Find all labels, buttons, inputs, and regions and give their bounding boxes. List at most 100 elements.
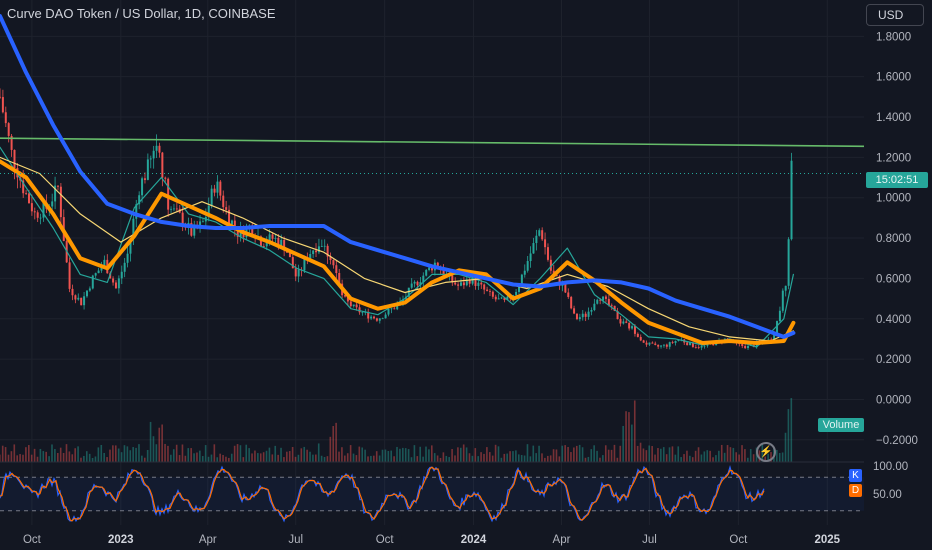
volume-bar bbox=[549, 455, 552, 462]
candle-body bbox=[781, 290, 784, 311]
volume-bar bbox=[596, 450, 598, 462]
volume-bar bbox=[610, 449, 613, 462]
candle-body bbox=[172, 208, 175, 210]
volume-bar bbox=[283, 457, 285, 462]
volume-bar bbox=[373, 455, 375, 462]
volume-bar bbox=[114, 445, 117, 462]
candle-body bbox=[677, 339, 680, 341]
volume-bar bbox=[561, 445, 564, 462]
volume-bar bbox=[245, 444, 248, 462]
volume-bar bbox=[674, 454, 677, 462]
candle-body bbox=[36, 212, 39, 218]
volume-bar bbox=[175, 444, 178, 462]
candle-body bbox=[335, 265, 338, 273]
volume-bar bbox=[193, 453, 195, 462]
volume-bar bbox=[451, 449, 453, 462]
volume-bar bbox=[77, 446, 79, 462]
candle-body bbox=[520, 274, 523, 286]
candle-body bbox=[532, 243, 535, 254]
candle-body bbox=[91, 275, 94, 289]
candle-body bbox=[251, 225, 254, 236]
candle-body bbox=[155, 145, 158, 151]
volume-bar bbox=[633, 400, 636, 462]
volume-bar bbox=[459, 447, 462, 462]
volume-bar bbox=[259, 453, 262, 462]
volume-bar bbox=[213, 444, 216, 462]
candle-body bbox=[689, 342, 692, 346]
candle-body bbox=[517, 285, 520, 292]
candle-body bbox=[1, 97, 4, 113]
candle-body bbox=[387, 308, 390, 315]
candle-body bbox=[610, 305, 613, 307]
volume-bar bbox=[428, 449, 430, 462]
candle-body bbox=[535, 235, 538, 244]
moving-averages bbox=[0, 14, 796, 348]
volume-bar bbox=[410, 457, 413, 462]
candle-body bbox=[616, 310, 619, 320]
time-tick-label: Apr bbox=[199, 534, 217, 546]
volume-bar bbox=[204, 445, 207, 462]
volume-bar bbox=[56, 452, 59, 462]
volume-bar bbox=[59, 447, 62, 462]
candle-body bbox=[39, 217, 42, 219]
volume-bar bbox=[723, 452, 726, 462]
volume-bar bbox=[268, 447, 271, 462]
candle-body bbox=[326, 245, 329, 257]
lightning-bolt-icon[interactable]: ⚡ bbox=[756, 442, 776, 462]
volume-bar bbox=[384, 449, 387, 462]
volume-bar bbox=[83, 455, 85, 462]
candle-body bbox=[454, 282, 457, 285]
candle-body bbox=[0, 96, 1, 98]
volume-bar bbox=[381, 449, 384, 462]
candle-body bbox=[575, 313, 578, 320]
stoch-tick-label: 100.00 bbox=[873, 461, 908, 473]
candle-body bbox=[787, 239, 790, 286]
volume-bar bbox=[607, 449, 610, 462]
candle-body bbox=[175, 208, 178, 210]
volume-bar bbox=[590, 449, 593, 462]
candle-body bbox=[613, 305, 616, 311]
volume-bar bbox=[297, 454, 300, 462]
candle-body bbox=[349, 301, 352, 307]
volume-bar bbox=[25, 447, 27, 462]
volume-bar bbox=[532, 445, 535, 462]
candle-body bbox=[390, 308, 393, 310]
volume-bar bbox=[735, 452, 738, 462]
time-tick-label: Oct bbox=[23, 534, 42, 546]
volume-bar bbox=[715, 455, 717, 462]
candle-body bbox=[71, 288, 74, 296]
volume-bar bbox=[491, 455, 494, 462]
volume-bar bbox=[503, 453, 506, 462]
currency-button[interactable]: USD bbox=[866, 4, 924, 26]
volume-bar bbox=[654, 454, 656, 462]
price-axis[interactable]: 1.8000 1.6000 1.4000 1.2000 1.0000 0.8000 0.60… bbox=[873, 31, 918, 501]
volume-bar bbox=[784, 432, 787, 462]
volume-bar bbox=[355, 455, 358, 462]
candle-body bbox=[222, 195, 225, 208]
volume-bar bbox=[616, 457, 619, 462]
volume-bar bbox=[378, 455, 381, 462]
candle-body bbox=[288, 252, 291, 258]
volume-bar bbox=[738, 454, 740, 462]
volume-bar bbox=[651, 446, 653, 462]
volume-bar bbox=[274, 445, 277, 462]
ma-line-1 bbox=[0, 159, 796, 345]
volume-bar bbox=[636, 445, 639, 462]
volume-bar bbox=[483, 453, 485, 462]
candle-body bbox=[549, 259, 552, 271]
volume-bar bbox=[509, 451, 511, 462]
candle-body bbox=[500, 297, 503, 299]
volume-bar bbox=[413, 445, 416, 462]
volume-bar bbox=[781, 452, 784, 462]
candle-body bbox=[573, 308, 576, 314]
volume-bar bbox=[149, 421, 152, 462]
time-axis[interactable]: Oct 2023 Apr Jul Oct 2024 Apr Jul Oct 2025 bbox=[23, 534, 841, 546]
volume-bar bbox=[694, 450, 697, 462]
candle-body bbox=[329, 256, 332, 261]
candle-body bbox=[674, 340, 677, 343]
price-tick-label: 1.2000 bbox=[876, 152, 911, 164]
volume-bar bbox=[164, 443, 166, 462]
volume-bar bbox=[10, 451, 13, 462]
volume-bar bbox=[312, 454, 314, 462]
